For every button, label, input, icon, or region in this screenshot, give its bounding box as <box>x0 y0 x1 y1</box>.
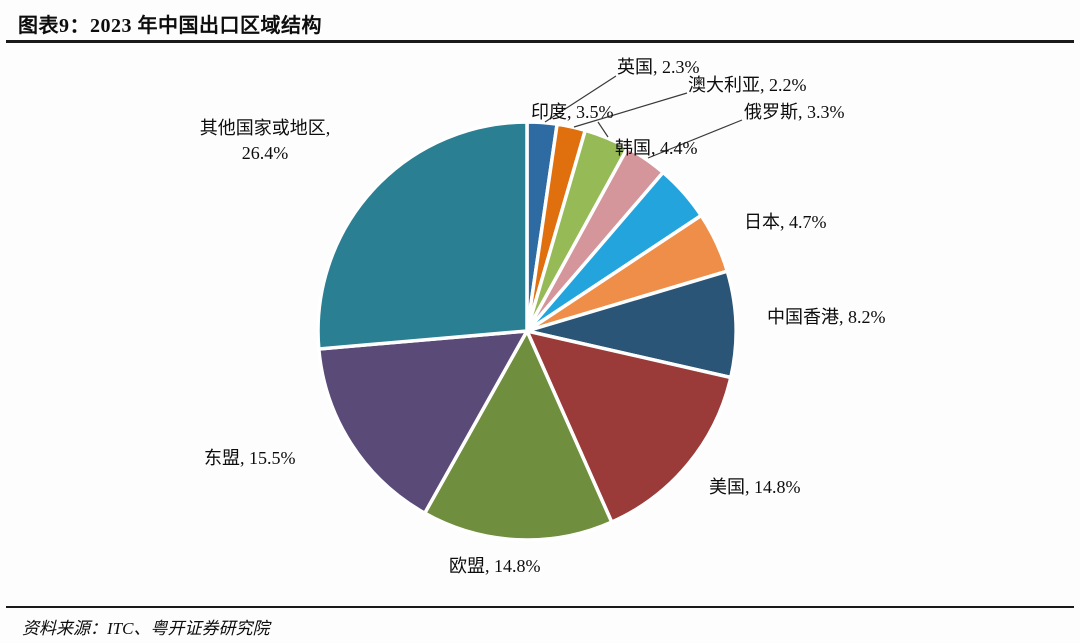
label-leader-line <box>647 119 743 159</box>
pie-slice-others <box>316 120 529 351</box>
label-leader-line <box>597 121 609 138</box>
footer-divider-rule <box>6 606 1074 608</box>
source-text: 资料来源：ITC、粤开证券研究院 <box>22 619 270 638</box>
pie-slice-hong-kong <box>525 269 738 380</box>
label-leader-line <box>544 75 617 123</box>
pie-slice-eu <box>422 329 614 542</box>
pie-slice-asean <box>317 329 529 515</box>
label-leader-line <box>573 92 688 128</box>
figure-header: 图表9：2023 年中国出口区域结构 <box>18 9 1062 38</box>
figure-title: 图表9：2023 年中国出口区域结构 <box>18 15 322 37</box>
pie-slice-usa <box>525 329 733 524</box>
title-divider-rule <box>6 40 1074 43</box>
